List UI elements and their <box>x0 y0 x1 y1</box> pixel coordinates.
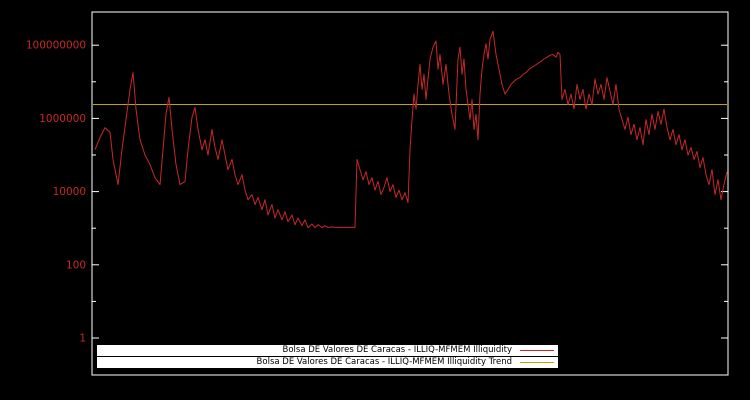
legend-label-illiquidity: Bolsa DE Valores DE Caracas - ILLIQ-MFME… <box>282 345 513 355</box>
legend: Bolsa DE Valores DE Caracas - ILLIQ-MFME… <box>97 345 558 368</box>
legend-item-illiquidity-trend: Bolsa DE Valores DE Caracas - ILLIQ-MFME… <box>97 357 558 368</box>
y-axis-tick-label: 1 <box>79 333 86 345</box>
legend-label-illiquidity-trend: Bolsa DE Valores DE Caracas - ILLIQ-MFME… <box>256 357 512 367</box>
legend-item-illiquidity: Bolsa DE Valores DE Caracas - ILLIQ-MFME… <box>97 345 558 356</box>
y-axis-tick-label: 100 <box>66 259 86 271</box>
legend-line-sample-illiquidity-trend <box>520 362 554 363</box>
plot-frame <box>91 11 729 376</box>
y-axis-tick-label: 1000000 <box>39 113 86 125</box>
legend-line-sample-illiquidity <box>520 350 554 351</box>
illiquidity-series-line <box>94 30 728 229</box>
y-axis-tick-label: 100000000 <box>26 40 86 52</box>
y-axis-tick-label: 10000 <box>53 186 86 198</box>
plot-area <box>92 12 728 375</box>
